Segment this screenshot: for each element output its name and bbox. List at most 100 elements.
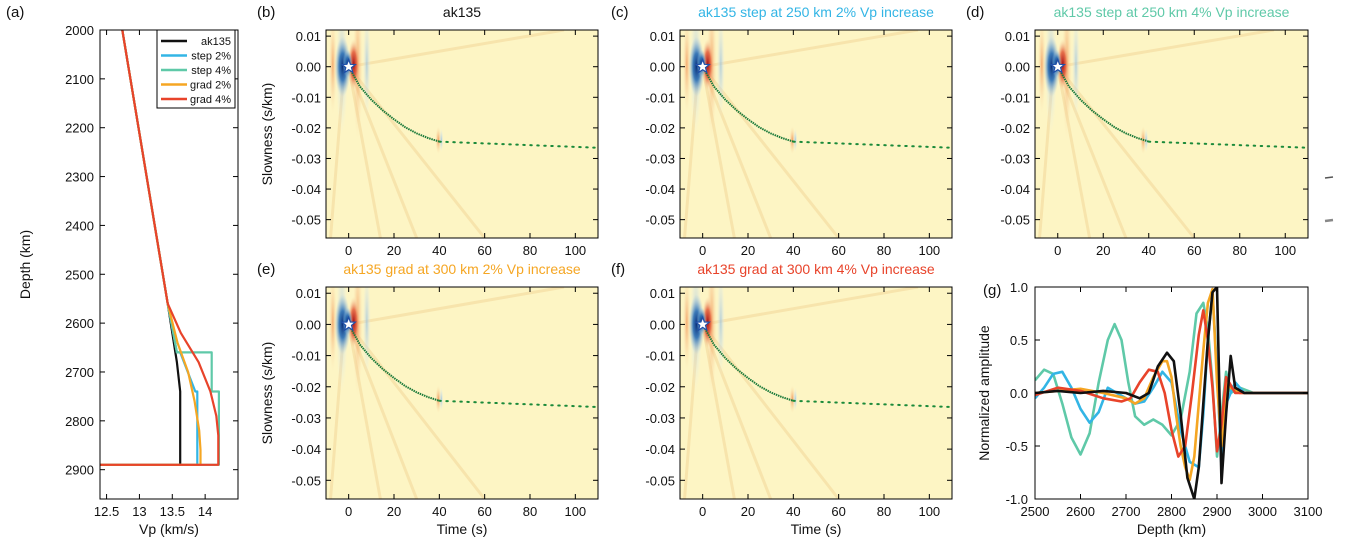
heatmap-streak — [1057, 30, 1275, 69]
fit-extrapolation — [792, 140, 952, 149]
x-tick-label: 100 — [564, 243, 586, 258]
heatmap-streak — [348, 287, 565, 326]
fit-extrapolation — [438, 140, 598, 149]
x-tick-label: 12.5 — [94, 504, 119, 519]
fit-extrapolation — [438, 399, 598, 409]
x-tick-label: 60 — [831, 243, 845, 258]
heatmap-band — [328, 30, 337, 115]
y-tick-label: 2100 — [65, 72, 94, 87]
y-tick-label: -0.04 — [645, 182, 675, 197]
x-tick-label: 60 — [477, 504, 491, 519]
heatmap-band — [716, 287, 725, 378]
y-tick-label: -0.03 — [291, 151, 321, 166]
y-tick-label: -1.0 — [1006, 492, 1028, 507]
x-tick-label: 0 — [699, 504, 706, 519]
trace-grad-2- — [1035, 287, 1308, 482]
heatmap-streak — [347, 65, 486, 238]
x-tick-label: 80 — [523, 243, 537, 258]
y-tick-label: 0.00 — [1005, 60, 1030, 75]
x-tick-label: 100 — [1274, 243, 1296, 258]
y-tick-label: 2000 — [65, 23, 94, 38]
x-tick-label: 40 — [432, 243, 446, 258]
x-tick-label: 100 — [918, 504, 940, 519]
panel-label: (f) — [611, 261, 625, 278]
heatmap-streak — [702, 30, 919, 69]
heatmap-band — [716, 30, 725, 120]
y-tick-label: -0.01 — [645, 349, 675, 364]
heatmap-d — [1035, 30, 1308, 238]
panel-frame — [1034, 29, 1309, 239]
panel-g-lines — [1035, 287, 1308, 499]
y-tick-label: 0.01 — [650, 286, 675, 301]
fit-curve — [701, 66, 794, 143]
y-tick-label: -0.05 — [645, 473, 675, 488]
x-tick-label: 0 — [699, 243, 706, 258]
source-star-marker — [694, 58, 711, 74]
heatmap-streak — [1056, 65, 1196, 238]
y-tick-label: -0.01 — [645, 90, 675, 105]
y-tick-label: 0.00 — [296, 317, 321, 332]
heatmap-band — [328, 287, 337, 373]
panel-frame — [325, 286, 599, 500]
fit-extrapolation — [1147, 140, 1308, 149]
x-axis-label: Time (s) — [791, 521, 842, 537]
panel-title: ak135 grad at 300 km 2% Vp increase — [343, 261, 581, 277]
y-tick-label: 2200 — [65, 121, 94, 136]
y-axis-label: Slowness (s/km) — [259, 83, 275, 186]
y-tick-label: 2900 — [65, 463, 94, 478]
y-tick-label: -0.02 — [1000, 121, 1030, 136]
y-tick-label: -0.04 — [645, 442, 675, 457]
panel-title: ak135 grad at 300 km 4% Vp increase — [697, 261, 935, 277]
heatmap-f — [680, 287, 952, 499]
panel-frame — [679, 29, 953, 239]
x-tick-label: 0 — [345, 504, 352, 519]
y-tick-label: 0.5 — [1010, 333, 1028, 348]
x-tick-label: 2500 — [1021, 504, 1050, 519]
heatmap-band — [682, 30, 691, 115]
heatmap-b — [326, 30, 598, 238]
y-tick-label: 2700 — [65, 365, 94, 380]
x-tick-label: 60 — [831, 504, 845, 519]
y-tick-label: 2400 — [65, 218, 94, 233]
y-axis-label: Normalized amplitude — [976, 325, 992, 461]
y-tick-label: -0.05 — [1000, 213, 1030, 228]
x-axis-label: Vp (km/s) — [139, 521, 199, 537]
panel-frame — [679, 286, 953, 500]
y-tick-label: -0.05 — [645, 213, 675, 228]
heatmap-secondary — [793, 128, 798, 153]
y-tick-label: -0.02 — [291, 380, 321, 395]
fit-curve — [347, 323, 440, 402]
legend-label: step 4% — [191, 65, 231, 77]
y-tick-label: 2600 — [65, 316, 94, 331]
y-tick-label: -0.02 — [645, 121, 675, 136]
trace-ak135 — [1035, 287, 1308, 499]
source-star-marker — [694, 315, 711, 332]
x-tick-label: 60 — [1187, 243, 1201, 258]
y-tick-label: 1.0 — [1010, 280, 1028, 295]
side-mark — [1324, 218, 1334, 223]
y-tick-label: 0.01 — [650, 29, 675, 44]
legend-label: grad 2% — [190, 80, 231, 92]
y-axis-label: Depth (km) — [17, 230, 33, 299]
heatmap-streak — [348, 30, 565, 69]
heatmap-c — [680, 30, 952, 238]
heatmap-band — [362, 287, 371, 378]
y-tick-label: -0.03 — [645, 411, 675, 426]
panel-label: (d) — [966, 4, 984, 21]
heatmap-band — [1071, 30, 1080, 120]
y-tick-label: -0.04 — [291, 442, 321, 457]
y-tick-label: 0.00 — [296, 60, 321, 75]
y-tick-label: -0.02 — [291, 121, 321, 136]
heatmap-background — [680, 287, 952, 499]
heatmap-streak — [701, 323, 840, 499]
x-tick-label: 3000 — [1248, 504, 1277, 519]
series-line-grad-4- — [100, 30, 220, 466]
panel-title: ak135 — [443, 4, 481, 20]
panel-label: (e) — [257, 261, 275, 278]
trace-step-4- — [1035, 301, 1308, 458]
panel-label: (c) — [611, 4, 629, 21]
heatmap-background — [680, 30, 952, 238]
legend-label: grad 4% — [190, 94, 231, 106]
fit-curve — [1056, 66, 1150, 143]
y-tick-label: 0.01 — [296, 29, 321, 44]
